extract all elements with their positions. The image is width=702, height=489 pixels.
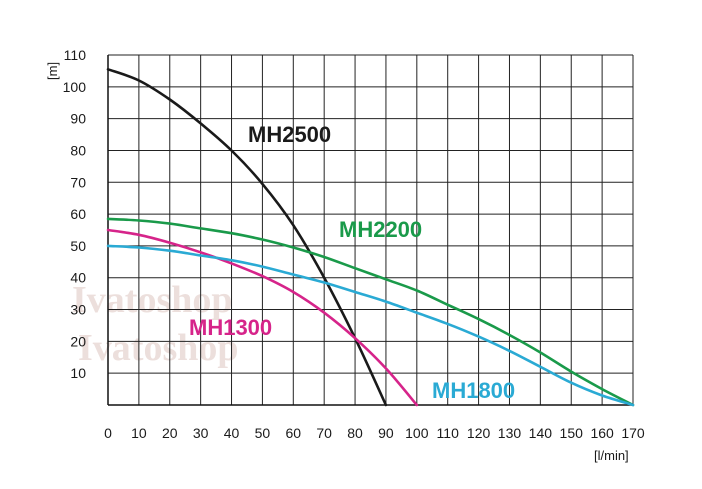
y-tick-label: 70 [70,174,86,190]
x-axis-label: [l/min] [594,448,629,463]
x-tick-label: 50 [255,425,271,441]
y-tick-label: 80 [70,142,86,158]
y-tick-label: 90 [70,111,86,127]
series-label-mh2200: MH2200 [339,217,422,242]
x-tick-label: 160 [590,425,614,441]
series-lines [106,68,635,407]
y-tick-label: 60 [70,206,86,222]
series-line-mh1300 [106,228,419,407]
x-tick-label: 0 [104,425,112,441]
x-tick-label: 80 [347,425,363,441]
x-tick-label: 90 [378,425,394,441]
y-tick-label: 10 [70,365,86,381]
x-tick-label: 170 [621,425,645,441]
x-tick-label: 60 [286,425,302,441]
x-tick-label: 140 [529,425,553,441]
y-tick-label: 100 [63,79,87,95]
series-label-mh1300: MH1300 [189,315,272,340]
y-tick-label: 110 [64,47,87,63]
y-tick-label: 30 [70,302,86,318]
x-tick-label: 30 [193,425,209,441]
x-tick-label: 150 [560,425,584,441]
watermark-text-1: Ivatoshop [72,279,233,321]
watermark-text-2: Ivatoshop [78,327,239,369]
series-label-mh1800: MH1800 [432,378,515,403]
x-tick-label: 120 [467,425,491,441]
y-tick-label: 50 [70,238,86,254]
x-tick-label: 130 [498,425,522,441]
series-line-mh2200 [106,217,635,407]
x-tick-label: 70 [316,425,332,441]
y-axis-label: [m] [45,62,60,80]
series-label-mh2500: MH2500 [248,122,331,147]
x-tick-label: 100 [405,425,429,441]
y-tick-label: 40 [70,270,86,286]
x-tick-label: 20 [162,425,178,441]
x-tick-label: 110 [437,425,460,441]
series-line-mh2500 [106,68,388,407]
x-tick-label: 40 [224,425,240,441]
series-labels: MH2500 MH2200 MH1300 MH1800 [189,122,515,403]
y-tick-label: 20 [70,333,86,349]
series-line-mh1800 [106,244,635,407]
axes: 0 10 20 30 40 50 60 70 80 90 100 110 120 130 140 150 160… [63,47,645,441]
watermark: Ivatoshop Ivatoshop [72,279,239,369]
x-tick-label: 10 [131,425,147,441]
